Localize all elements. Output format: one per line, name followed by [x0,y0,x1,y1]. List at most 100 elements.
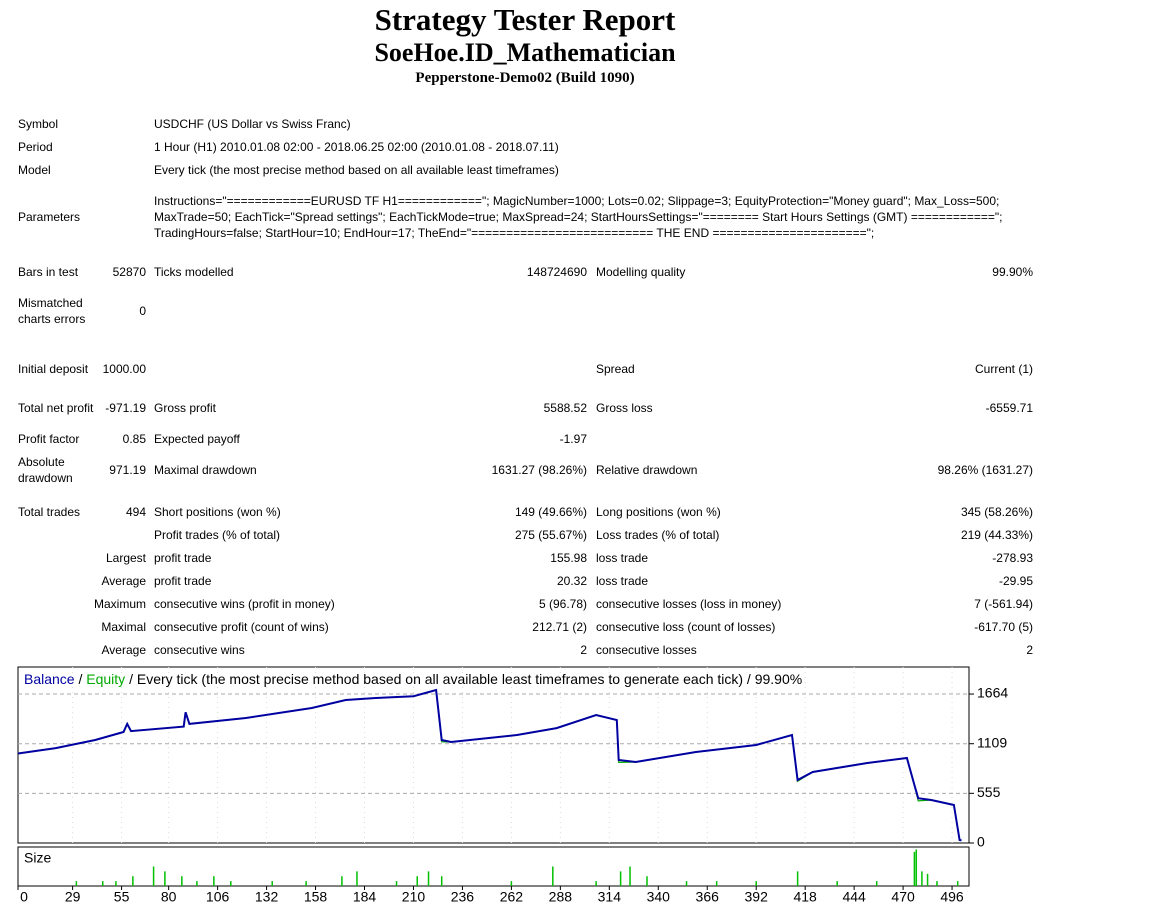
size-bar [132,876,134,886]
stat-label: Gross profit [154,401,217,415]
x-tick-label: 55 [114,889,130,905]
stat-label: Ticks modelled [154,265,234,279]
legend-separator: / [78,671,82,687]
stat-label: consecutive losses [596,643,697,657]
legend-equity: Equity [86,671,125,687]
stat-value: -6559.71 [985,401,1033,415]
stat-value: Current (1) [974,362,1033,376]
y-tick-label: 0 [977,834,985,850]
y-tick-label: 555 [977,784,1001,800]
stat-label: loss trade [596,574,649,588]
size-bar [836,881,838,886]
stat-label: Bars in test [18,265,79,279]
x-tick-label: 496 [940,889,964,905]
stat-label: Profit factor [18,432,80,446]
size-bar [595,881,597,886]
size-bar [956,881,959,886]
stat-value: 155.98 [550,551,587,565]
stat-label: Maximal drawdown [154,463,257,477]
stat-value: 1631.27 (98.26%) [491,463,587,477]
y-tick-label: 1664 [977,685,1008,701]
x-tick-label: 444 [842,889,866,905]
size-bar [875,881,878,886]
x-tick-label: 184 [353,889,377,905]
size-bar [510,881,513,886]
stat-value: -29.95 [998,574,1033,588]
report-title: Strategy Tester Report [374,2,676,37]
stat-label: Long positions (won %) [596,505,721,519]
size-bar [181,876,183,886]
stat-value: 0.85 [122,432,146,446]
size-bar [196,881,198,886]
size-bar [926,873,929,886]
stat-value: -971.19 [105,401,146,415]
stat-value: 2 [1026,643,1033,657]
stat-value: 98.26% (1631.27) [937,463,1033,477]
size-bar [552,866,554,886]
size-bar [356,871,358,886]
stat-value: 219 (44.33%) [960,528,1033,542]
stat-value: 99.90% [992,265,1033,279]
stat-value: Maximum [93,597,146,611]
stat-label: consecutive wins [154,643,245,657]
stat-value: 2 [580,643,587,657]
stat-value: 275 (55.67%) [514,528,587,542]
stat-value: Average [101,574,146,588]
server: Pepperstone-Demo02 (Build 1090) [415,70,635,86]
size-bar [936,881,938,886]
stat-label: Initial deposit [18,362,89,376]
stat-label: Profit trades (% of total) [154,528,281,542]
x-tick-label: 80 [161,889,177,905]
stat-label: Short positions (won %) [154,505,281,519]
size-bar [796,871,799,886]
x-tick-label: 288 [549,889,573,905]
x-tick-label: 262 [500,889,524,905]
size-bar [230,881,232,886]
x-tick-label: 210 [402,889,426,905]
stat-value: -617.70 (5) [974,620,1033,634]
size-bar [75,881,78,886]
stat-label: Gross loss [596,401,653,415]
size-bar [416,876,418,886]
y-tick-label: 1109 [977,734,1007,750]
stat-value: 20.32 [556,574,587,588]
x-tick-label: 392 [745,889,769,905]
stat-label: Spread [596,362,635,376]
size-bar [341,876,343,886]
stat-label: Mismatched charts errors [18,296,86,326]
size-bar [213,876,215,886]
size-frame [17,846,970,887]
x-tick-label: 470 [891,889,915,905]
size-bar [685,881,688,886]
stat-label: profit trade [154,551,212,565]
stat-label: profit trade [154,574,212,588]
stat-label: loss trade [596,551,649,565]
stat-value: -1.97 [559,432,587,446]
size-bar [101,881,104,886]
legend-caption: / Every tick (the most precise method ba… [129,671,802,687]
x-tick-label: 236 [451,889,475,905]
info-label: Parameters [18,210,81,224]
size-bar [755,881,757,886]
expert-name: SoeHoe.ID_Mathematician [374,38,676,67]
info-label: Model [18,163,51,177]
stat-label: Modelling quality [596,265,686,279]
stat-value: Average [101,643,146,657]
x-tick-label: 340 [647,889,671,905]
size-bar [921,871,923,886]
size-bar [715,881,718,886]
x-tick-label: 0 [20,889,28,905]
series-line [17,688,962,842]
size-bar [152,866,155,886]
info-label: Symbol [18,117,59,131]
size-label: Size [24,850,51,866]
size-bar [913,851,916,886]
stat-value: Largest [105,551,146,565]
stat-value: 7 (-561.94) [974,597,1033,611]
x-tick-label: 106 [206,889,230,905]
info-value: USDCHF (US Dollar vs Swiss Franc) [154,117,351,131]
size-bar [915,849,918,886]
stat-label: Total trades [18,505,81,519]
stat-value: 5588.52 [543,401,587,415]
size-bar [271,881,273,886]
